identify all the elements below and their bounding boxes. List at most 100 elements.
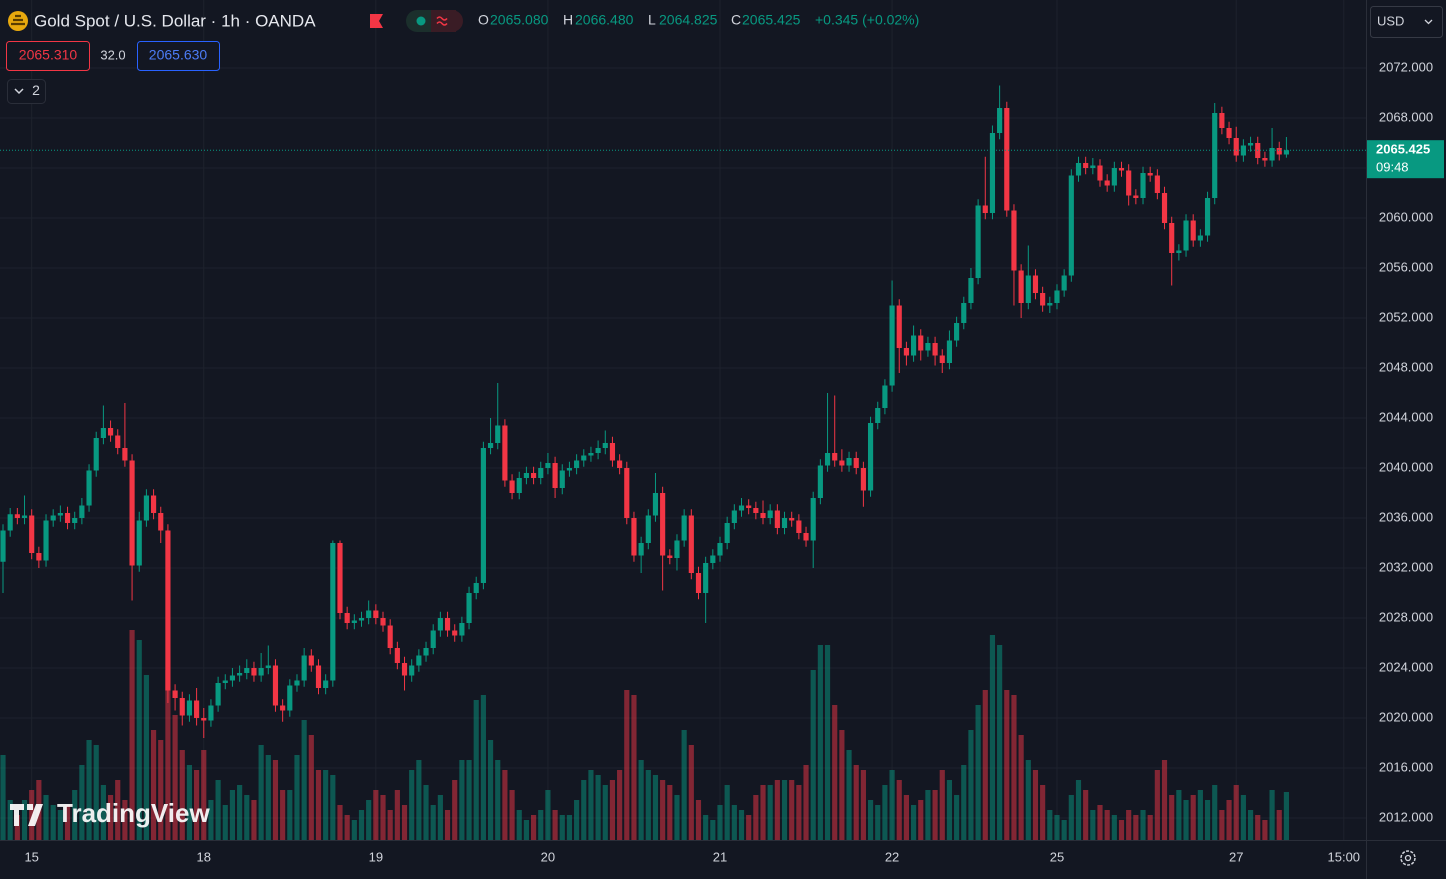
candle-body: [903, 348, 909, 356]
candle-body: [832, 453, 838, 461]
volume-bar: [1090, 810, 1096, 840]
x-tick-label: 15: [24, 849, 38, 864]
candle-body: [1032, 275, 1039, 293]
market-open-dot: [416, 16, 426, 26]
volume-bar: [237, 785, 243, 840]
symbol-header: Gold Spot / U.S. Dollar · 1h · OANDA O 2…: [8, 10, 919, 32]
volume-bar: [724, 785, 730, 840]
candle-body: [896, 305, 902, 348]
candle-body: [294, 680, 300, 686]
candle-body: [100, 428, 106, 438]
candle-body: [79, 505, 85, 518]
volume-bar: [1104, 810, 1110, 840]
candle-body: [703, 563, 709, 593]
candle-body: [72, 518, 78, 523]
candle-body: [1054, 290, 1060, 303]
candle-body: [1111, 168, 1117, 186]
volume-bar: [760, 785, 766, 840]
volume-bar: [158, 740, 164, 840]
x-tick-label: 18: [197, 849, 211, 864]
flag-icon[interactable]: [370, 14, 383, 28]
candle-body: [523, 473, 529, 478]
volume-bar: [79, 765, 85, 840]
volume-bar: [452, 780, 458, 840]
candle-body: [229, 675, 236, 681]
candle-body: [867, 423, 874, 491]
indicators-toggle[interactable]: 2: [7, 79, 46, 104]
volume-bar: [1118, 820, 1125, 840]
volume-bar: [624, 690, 630, 840]
candle-body: [308, 655, 314, 666]
candle-body: [222, 680, 228, 683]
volume-bar: [244, 795, 250, 840]
volume-bar: [287, 790, 293, 840]
candle-body: [50, 515, 56, 521]
watermark-logo: [10, 804, 43, 826]
volume-bar: [853, 765, 859, 840]
toggle-button[interactable]: [7, 79, 46, 104]
candle-body: [194, 700, 200, 718]
volume-bar: [566, 815, 573, 840]
volume-bar: [1204, 800, 1211, 840]
candle-body: [401, 663, 408, 676]
candle-body: [1262, 158, 1268, 161]
volume-bar: [753, 795, 759, 840]
volume-bar: [409, 770, 415, 840]
volume-bar: [875, 805, 881, 840]
candle-body: [201, 718, 207, 721]
candle-body: [1169, 223, 1175, 253]
bid-price: 2065.310: [19, 47, 78, 63]
volume-bar: [574, 800, 580, 840]
candle-body: [394, 648, 400, 663]
candle-body: [373, 610, 379, 618]
x-tick-label: 19: [369, 849, 383, 864]
candle-body: [1118, 168, 1125, 171]
currency-select[interactable]: USD: [1370, 6, 1443, 38]
volume-bar: [1018, 735, 1024, 840]
volume-bar: [1197, 790, 1203, 840]
gear-icon[interactable]: [1400, 850, 1416, 866]
volume-bar: [1190, 795, 1196, 840]
volume-bar: [645, 770, 651, 840]
settings[interactable]: [1400, 850, 1416, 866]
candle-body: [64, 513, 71, 523]
candle-body: [552, 463, 558, 488]
volume-bar: [609, 780, 616, 840]
candle-body: [409, 665, 415, 676]
legend-change: +0.345 (+0.02%): [815, 12, 919, 28]
volume-bar: [50, 805, 56, 840]
volume-bar: [387, 810, 393, 840]
volume-bar: [903, 795, 909, 840]
candle-body: [997, 108, 1003, 133]
candle-body: [172, 690, 178, 698]
candle-body: [961, 303, 967, 323]
volume-bar: [617, 770, 623, 840]
candle-body: [158, 513, 164, 531]
volume-bar: [115, 780, 121, 840]
candle-body: [21, 515, 28, 518]
buy-button[interactable]: [137, 41, 220, 71]
volume-bar: [201, 750, 207, 840]
candle-body: [824, 453, 831, 466]
volume-bar: [516, 810, 522, 840]
candle-body: [437, 618, 443, 631]
sell-button[interactable]: [6, 41, 90, 71]
volume-bar: [258, 745, 264, 840]
candle-body: [781, 518, 788, 528]
candle-body: [911, 335, 917, 356]
volume-bar: [186, 765, 193, 840]
currency-button[interactable]: [1370, 6, 1443, 38]
volume-bar: [595, 775, 601, 840]
candle-body: [380, 618, 386, 626]
candle-body: [487, 443, 494, 448]
volume-bar: [581, 780, 587, 840]
volume-bar: [918, 800, 924, 840]
y-tick-label: 2056.000: [1379, 259, 1433, 274]
y-tick-label: 2012.000: [1379, 809, 1433, 824]
candle-body: [760, 513, 766, 518]
volume-bar: [810, 670, 816, 840]
volume-bar: [989, 635, 996, 840]
candle-body: [208, 705, 214, 721]
volume-bar: [1126, 810, 1132, 840]
